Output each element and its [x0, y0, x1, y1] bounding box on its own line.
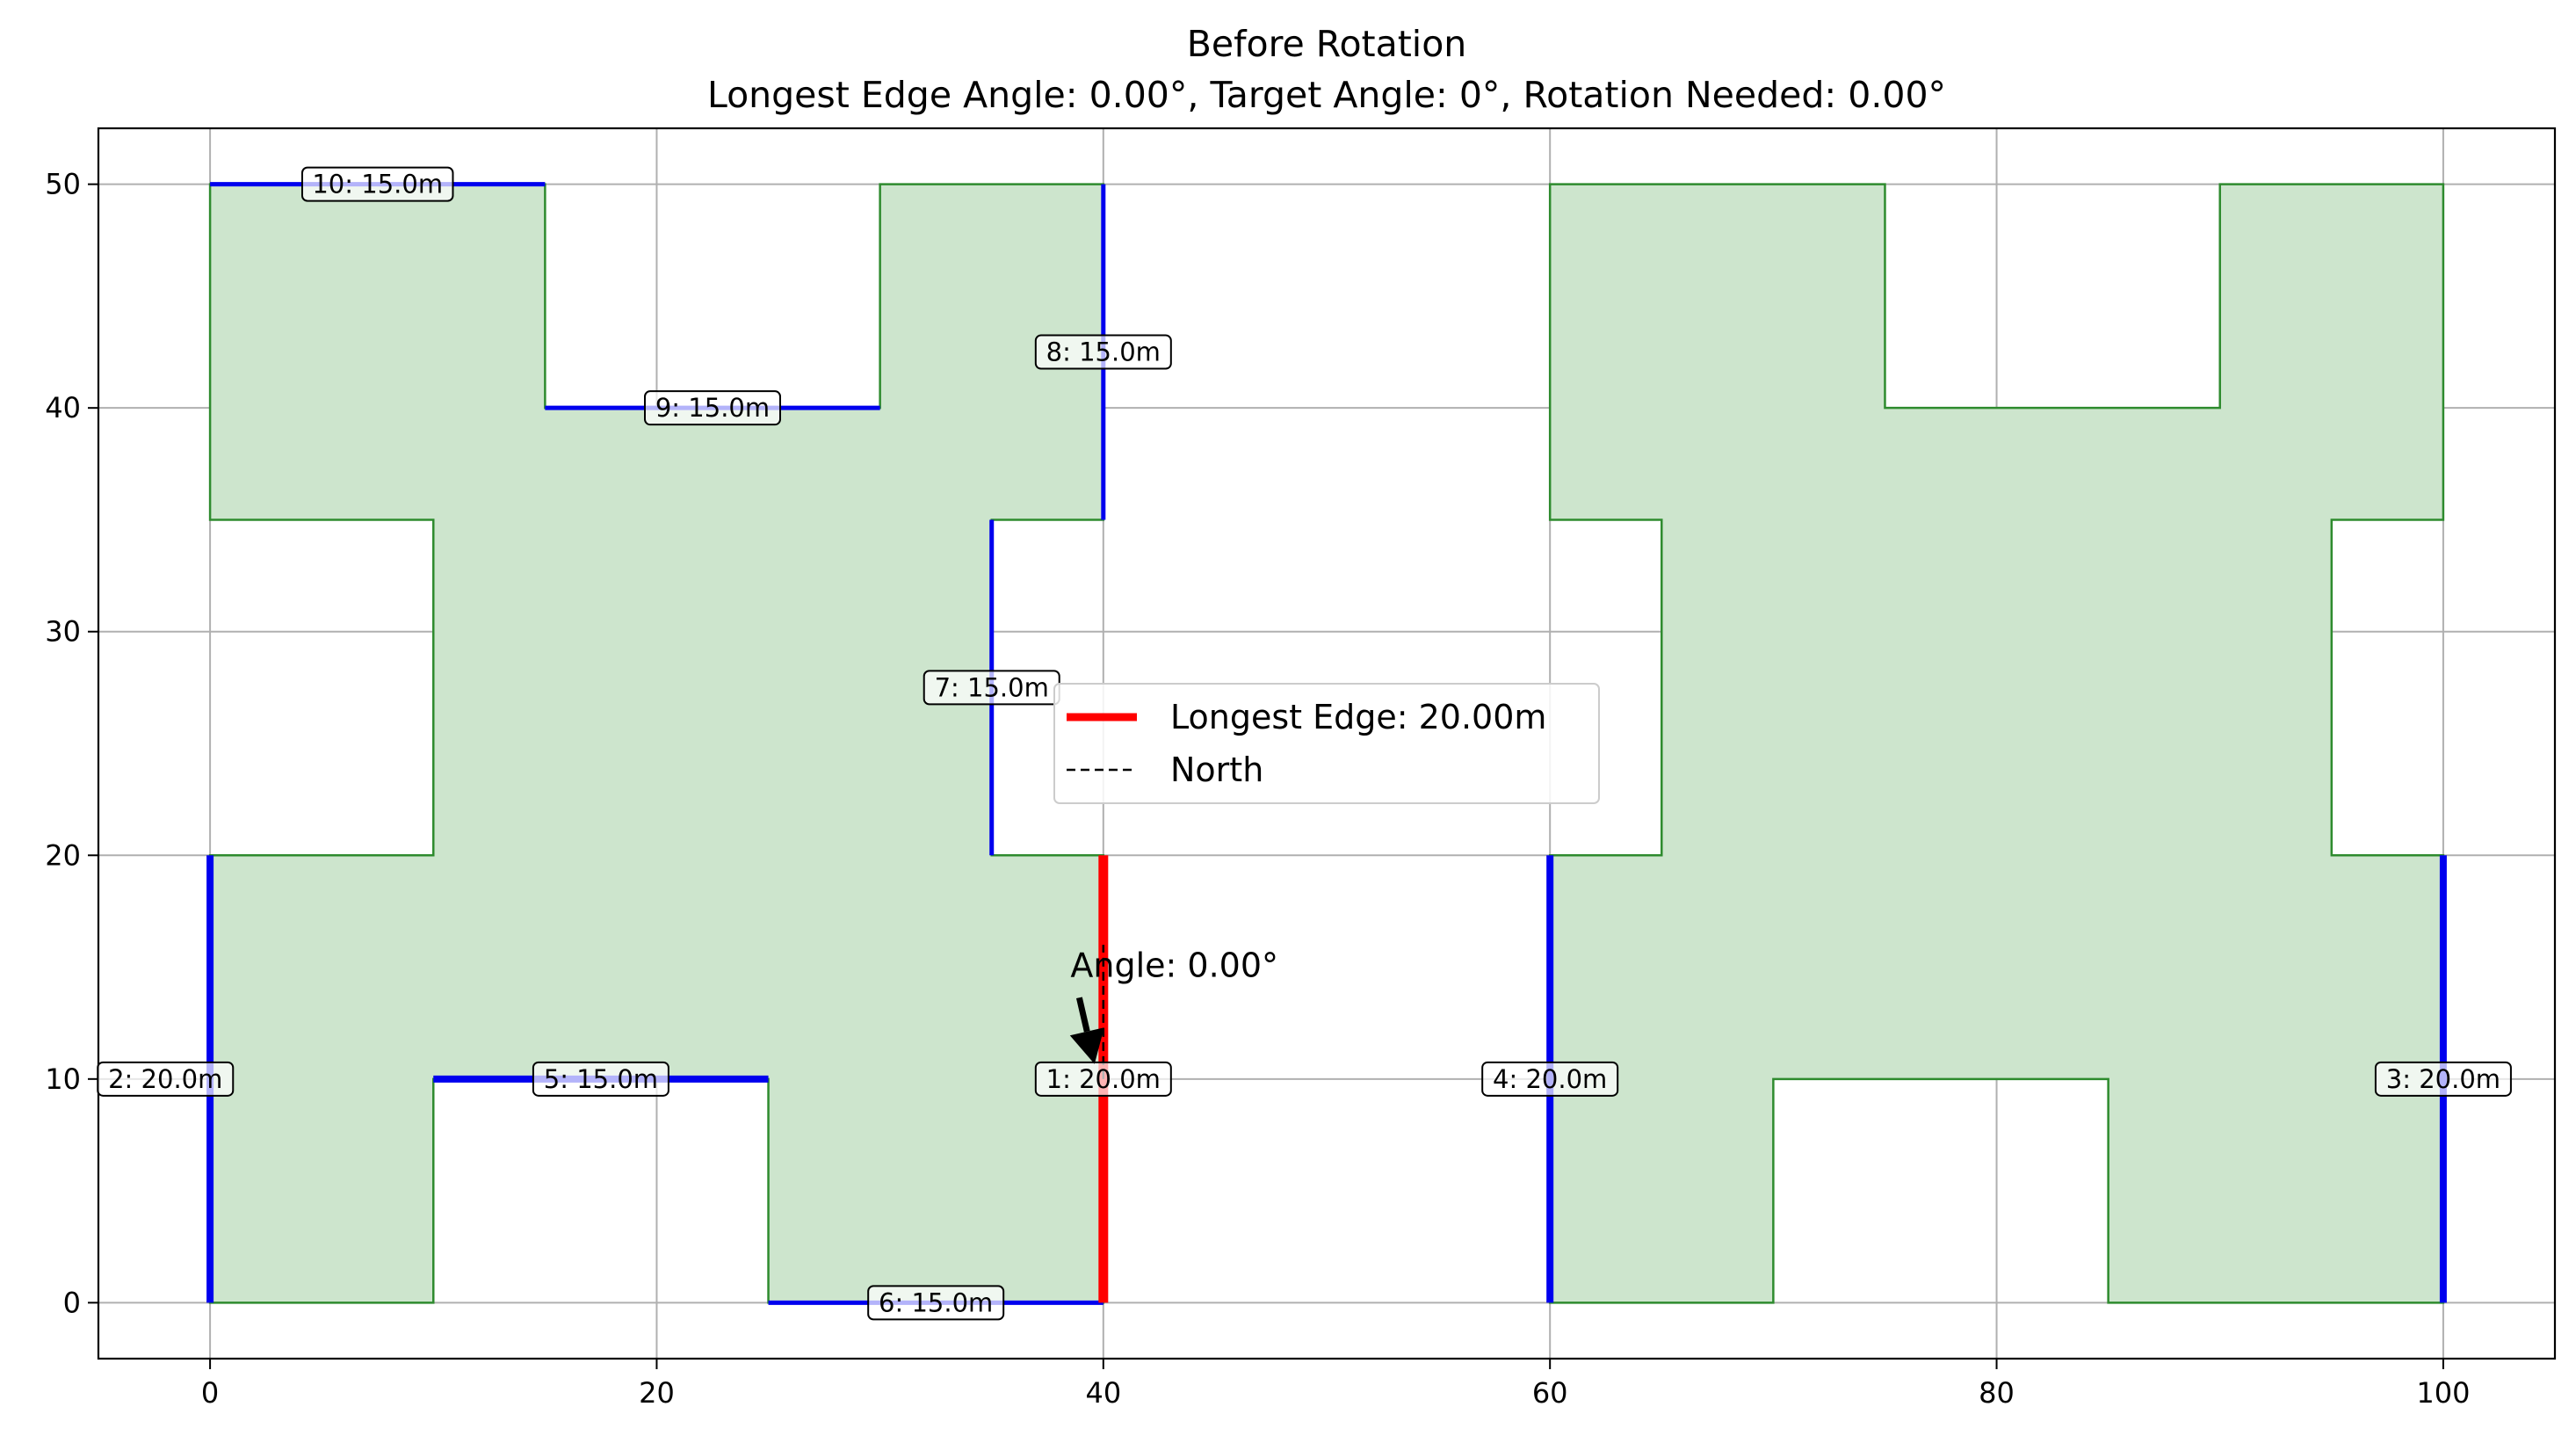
edge-label-box — [867, 1285, 1005, 1321]
annotation-text: Angle: 0.00° — [1070, 946, 1278, 984]
x-tick-label: 100 — [2416, 1376, 2470, 1410]
axes-frame — [97, 127, 2557, 1360]
y-tick-label: 0 — [63, 1286, 81, 1319]
y-tick-label: 30 — [45, 615, 81, 649]
edge-label: 8: 15.0m — [1034, 334, 1172, 370]
edge-label: 10: 15.0m — [300, 166, 454, 202]
edge-label-text: 4: 20.0m — [1493, 1064, 1607, 1094]
edge-label-box — [532, 1061, 669, 1097]
y-axis-ticks: 0 10 20 30 40 50 — [45, 168, 98, 1319]
chart-subtitle: Longest Edge Angle: 0.00°, Target Angle:… — [707, 74, 1946, 116]
edge-label-box — [644, 390, 781, 426]
y-tick-label: 50 — [45, 168, 81, 201]
edge-label: 4: 20.0m — [1481, 1061, 1619, 1097]
edge-label-box — [97, 1061, 235, 1097]
edge-label-box — [2374, 1061, 2512, 1097]
edge-labels: 1: 20.0m 2: 20.0m 3: 20.0m 4: 20.0m 5: 15.0m… — [97, 166, 2512, 1321]
x-tick-label: 20 — [639, 1376, 675, 1410]
x-tick-label: 80 — [1979, 1376, 2015, 1410]
edge-label-text: 6: 15.0m — [879, 1287, 993, 1317]
angle-annotation: Angle: 0.00° — [1069, 946, 1278, 1064]
legend-label-longest-edge: Longest Edge: 20.00m — [1170, 698, 1546, 736]
edge-label: 3: 20.0m — [2374, 1061, 2512, 1097]
edge-label: 5: 15.0m — [532, 1061, 669, 1097]
edge-label-text: 1: 20.0m — [1046, 1064, 1161, 1094]
x-axis-ticks: 0 20 40 60 80 100 — [201, 1359, 2470, 1410]
x-tick-label: 40 — [1085, 1376, 1121, 1410]
legend: Longest Edge: 20.00m North — [1053, 683, 1600, 804]
right-footprint — [1548, 183, 2445, 1304]
annotation-arrow-head — [1069, 1027, 1104, 1064]
chart-title: Before Rotation — [1187, 23, 1467, 65]
edge-label-box — [1034, 1061, 1172, 1097]
edge-label-text: 9: 15.0m — [655, 393, 770, 423]
edge-label: 1: 20.0m — [1034, 1061, 1172, 1097]
edge-label-text: 10: 15.0m — [312, 170, 443, 199]
y-tick-label: 40 — [45, 391, 81, 424]
legend-box — [1053, 683, 1600, 804]
edge-label-text: 2: 20.0m — [108, 1064, 222, 1094]
edge-label-text: 7: 15.0m — [935, 672, 1049, 702]
edge-label-box — [1481, 1061, 1619, 1097]
edge-label-box — [300, 166, 454, 202]
edge-label-text: 8: 15.0m — [1046, 337, 1161, 367]
x-tick-label: 0 — [201, 1376, 219, 1410]
annotation-arrow-shaft — [1075, 997, 1090, 1033]
edge-label-box — [1034, 334, 1172, 370]
edge-label: 7: 15.0m — [923, 670, 1060, 706]
edge-label: 6: 15.0m — [867, 1285, 1005, 1321]
y-tick-label: 10 — [45, 1062, 81, 1096]
footprint-polygons — [208, 183, 2445, 1304]
legend-label-north: North — [1170, 751, 1263, 789]
y-tick-label: 20 — [45, 838, 81, 872]
edge-label-text: 3: 20.0m — [2386, 1064, 2500, 1094]
edge-label-text: 5: 15.0m — [544, 1064, 658, 1094]
edge-label: 2: 20.0m — [97, 1061, 235, 1097]
x-tick-label: 60 — [1532, 1376, 1568, 1410]
edge-label: 9: 15.0m — [644, 390, 781, 426]
